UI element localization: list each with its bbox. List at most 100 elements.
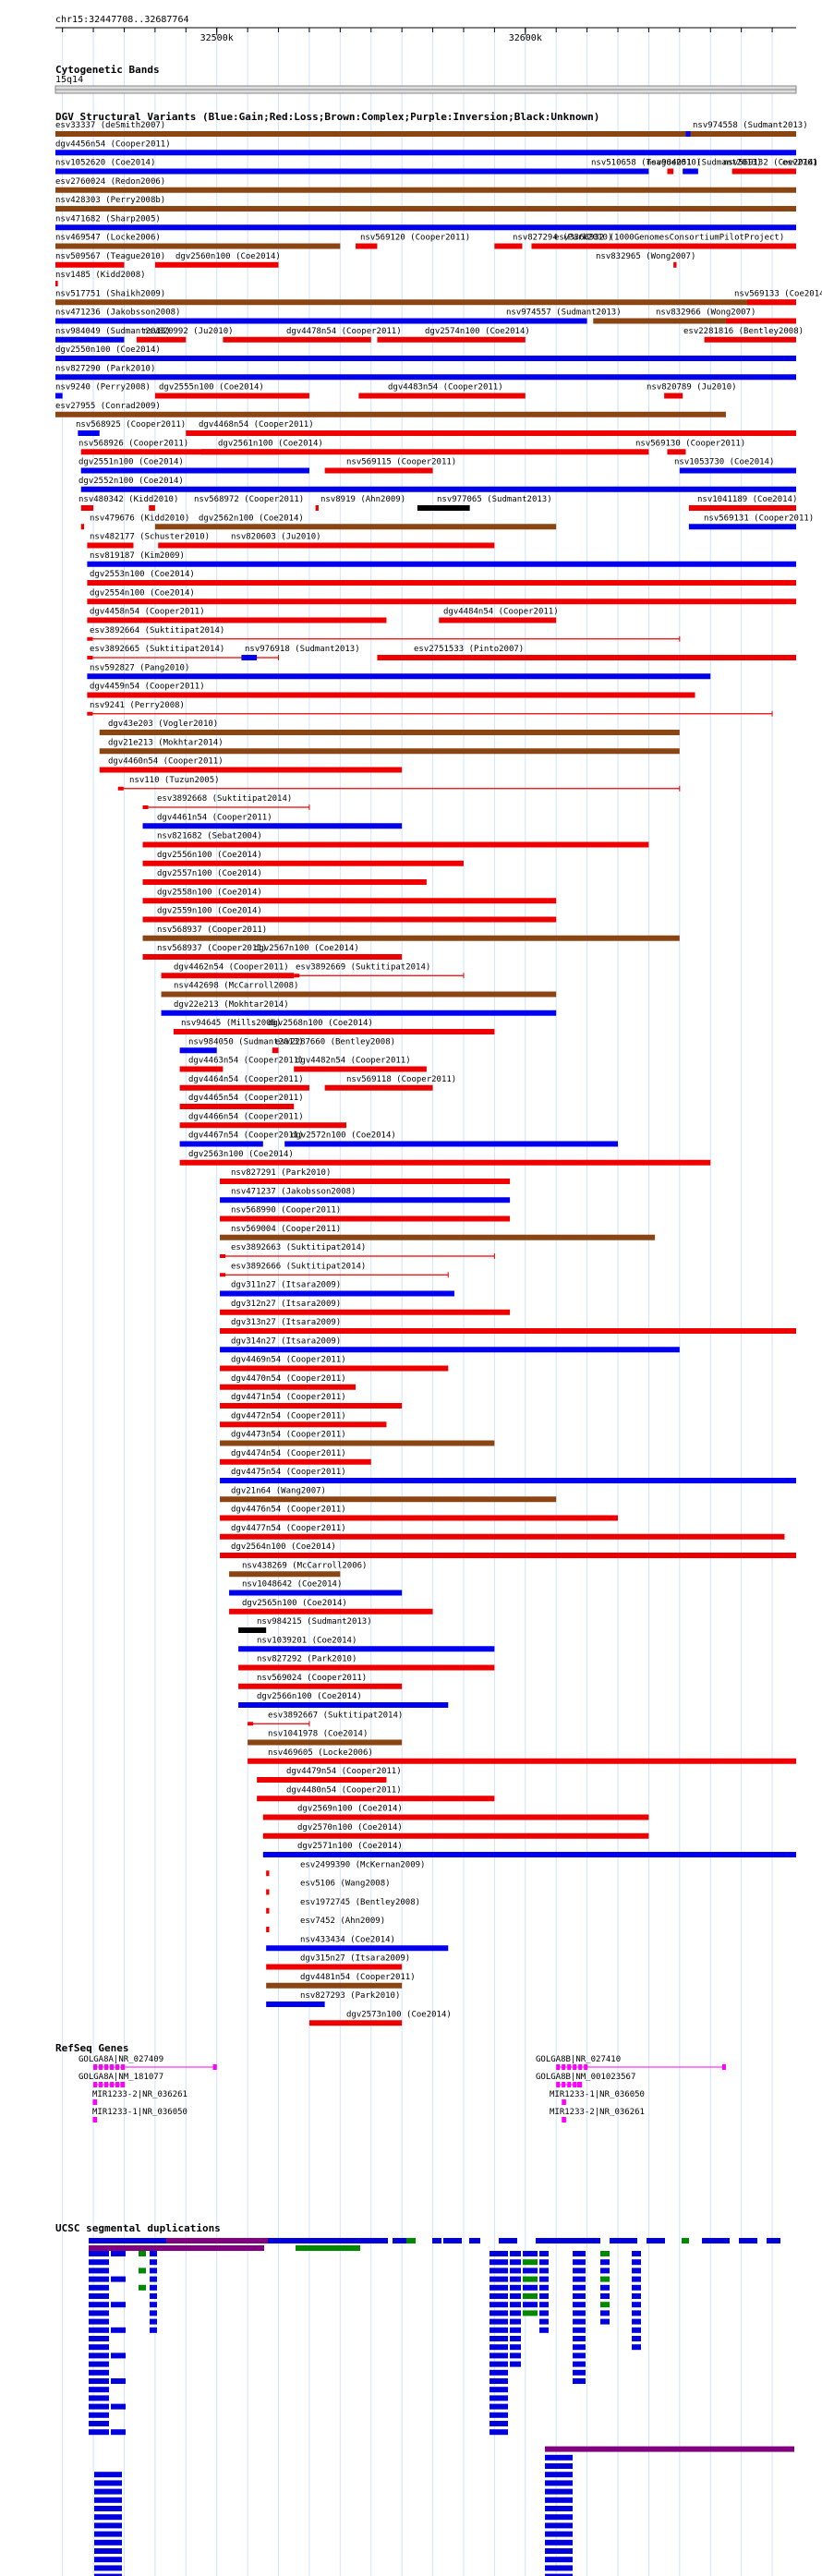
variant-label: esv3892669 (Suktitipat2014)	[296, 962, 430, 972]
segdup-block	[600, 2284, 610, 2291]
segdup-block	[632, 2336, 641, 2341]
segdup-block	[523, 2276, 538, 2282]
variant-label: dgv4456n54 (Cooper2011)	[55, 139, 171, 149]
variant-bar	[142, 823, 403, 829]
variant-label: nsv433434 (Coe2014)	[300, 1935, 395, 1944]
scale-ruler: chr15:32447708..32687764 32500k 32600k	[55, 15, 796, 43]
variant-bar	[241, 655, 258, 660]
gene-exon	[562, 2117, 566, 2122]
segdup-block	[490, 2310, 508, 2316]
variant-bar	[55, 168, 649, 175]
segdup-block	[89, 2259, 109, 2266]
gene-exon	[578, 2064, 583, 2070]
variant-bar	[80, 449, 279, 455]
variant-label: esv3892665 (Suktitipat2014)	[90, 645, 224, 654]
segdup-block	[573, 2361, 586, 2367]
variant-label: dgv2551n100 (Coe2014)	[79, 458, 184, 467]
variant-bar	[667, 449, 686, 455]
variant-bar	[80, 505, 94, 511]
variant-label: nsv1041978 (Coe2014)	[268, 1730, 368, 1739]
segdup-block	[150, 2310, 157, 2316]
variant-bar	[284, 1141, 619, 1147]
segdup-block	[523, 2293, 538, 2299]
cytoband-track-title: Cytogenetic Bands	[55, 64, 160, 76]
variant-label: nsv569133 (Coe2014)	[734, 289, 822, 298]
variant-bar	[161, 991, 557, 998]
variant-bar	[220, 1496, 557, 1503]
gene-exon	[115, 2082, 120, 2087]
segdup-block	[89, 2276, 109, 2282]
variant-label: dgv4463n54 (Cooper2011)	[188, 1057, 304, 1066]
segdup-block	[89, 2293, 109, 2299]
variant-bar	[664, 393, 683, 399]
segdup-block	[490, 2268, 508, 2274]
variant-label: nsv569131 (Cooper2011)	[704, 514, 814, 523]
variant-label: nsv984050 (Sudmant2013)	[188, 1037, 304, 1046]
variant-bar	[179, 1122, 347, 1129]
segdup-block	[89, 2387, 109, 2393]
dgv-track: DGV Structural Variants (Blue:Gain;Red:L…	[55, 111, 822, 2026]
variant-label: nsv471682 (Sharp2005)	[55, 214, 161, 224]
gene-label: GOLGA8B|NM_001023567	[536, 2073, 635, 2082]
segdup-block	[111, 2276, 126, 2282]
segdup-block	[510, 2318, 521, 2325]
variant-label: esv3892666 (Suktitipat2014)	[231, 1262, 366, 1271]
variant-label: dgv4479n54 (Cooper2011)	[286, 1767, 402, 1776]
segdup-block	[523, 2284, 538, 2291]
variant-bar	[87, 692, 695, 698]
variant-bar	[257, 1796, 495, 1802]
variant-bar	[494, 243, 523, 249]
segdup-block	[510, 2302, 521, 2308]
variant-label: dgv4478n54 (Cooper2011)	[286, 327, 402, 336]
variant-label: dgv4468n54 (Cooper2011)	[199, 420, 314, 429]
variant-label: nsv820603 (Ju2010)	[231, 533, 321, 542]
segdup-block	[94, 2480, 122, 2486]
segdup-block	[739, 2238, 757, 2243]
gene-exon	[92, 2117, 97, 2122]
variant-bar	[278, 1029, 495, 1034]
variant-bar	[229, 1608, 433, 1615]
variant-bar	[238, 1702, 449, 1708]
gene-exon	[721, 2064, 726, 2070]
segdup-block	[545, 2522, 573, 2529]
variant-bar	[220, 1478, 797, 1483]
segdup-block	[150, 2327, 157, 2333]
variant-label: dgv311n27 (Itsara2009)	[231, 1281, 341, 1290]
segdup-block	[89, 2268, 109, 2274]
variant-bar	[266, 1907, 270, 1914]
variant-bar	[220, 1347, 680, 1353]
variant-bar	[315, 505, 319, 511]
segdup-block	[632, 2302, 641, 2308]
variant-label: esv2499390 (McKernan2009)	[300, 1860, 425, 1869]
variant-label: dgv2567n100 (Coe2014)	[254, 944, 359, 953]
variant-label: esv2287660 (Bentley2008)	[275, 1037, 395, 1046]
gene-exon	[93, 2082, 98, 2087]
gene-label: GOLGA8A|NM_181077	[79, 2073, 163, 2082]
segdup-block	[150, 2293, 157, 2299]
segdup-block	[89, 2378, 109, 2384]
variant-bar	[80, 524, 85, 530]
variant-bar	[55, 206, 796, 212]
variant-label: esv2761	[782, 159, 817, 168]
variant-bar	[154, 393, 309, 399]
segdup-block	[393, 2238, 411, 2243]
variant-bar	[142, 841, 649, 848]
segdup-block	[539, 2268, 549, 2274]
gene-exon	[104, 2082, 109, 2087]
variant-bar	[229, 1571, 341, 1578]
segdup-block	[539, 2276, 549, 2282]
variant-bar	[55, 261, 125, 268]
variant-bar	[87, 617, 387, 623]
variant-label: dgv2561n100 (Coe2014)	[218, 439, 323, 448]
variant-bar	[262, 954, 403, 960]
segdup-block	[573, 2310, 586, 2316]
variant-label: dgv4470n54 (Cooper2011)	[231, 1374, 346, 1384]
segdup-block	[139, 2284, 146, 2291]
variant-label: nsv428303 (Perry2008b)	[55, 196, 165, 205]
variant-bar	[55, 393, 63, 399]
variant-bar	[186, 430, 797, 436]
variant-label: esv2760024 (Redon2006)	[55, 177, 165, 187]
variant-bar	[179, 1047, 217, 1054]
variant-bar	[55, 336, 125, 343]
variant-label: dgv4480n54 (Cooper2011)	[286, 1785, 402, 1795]
